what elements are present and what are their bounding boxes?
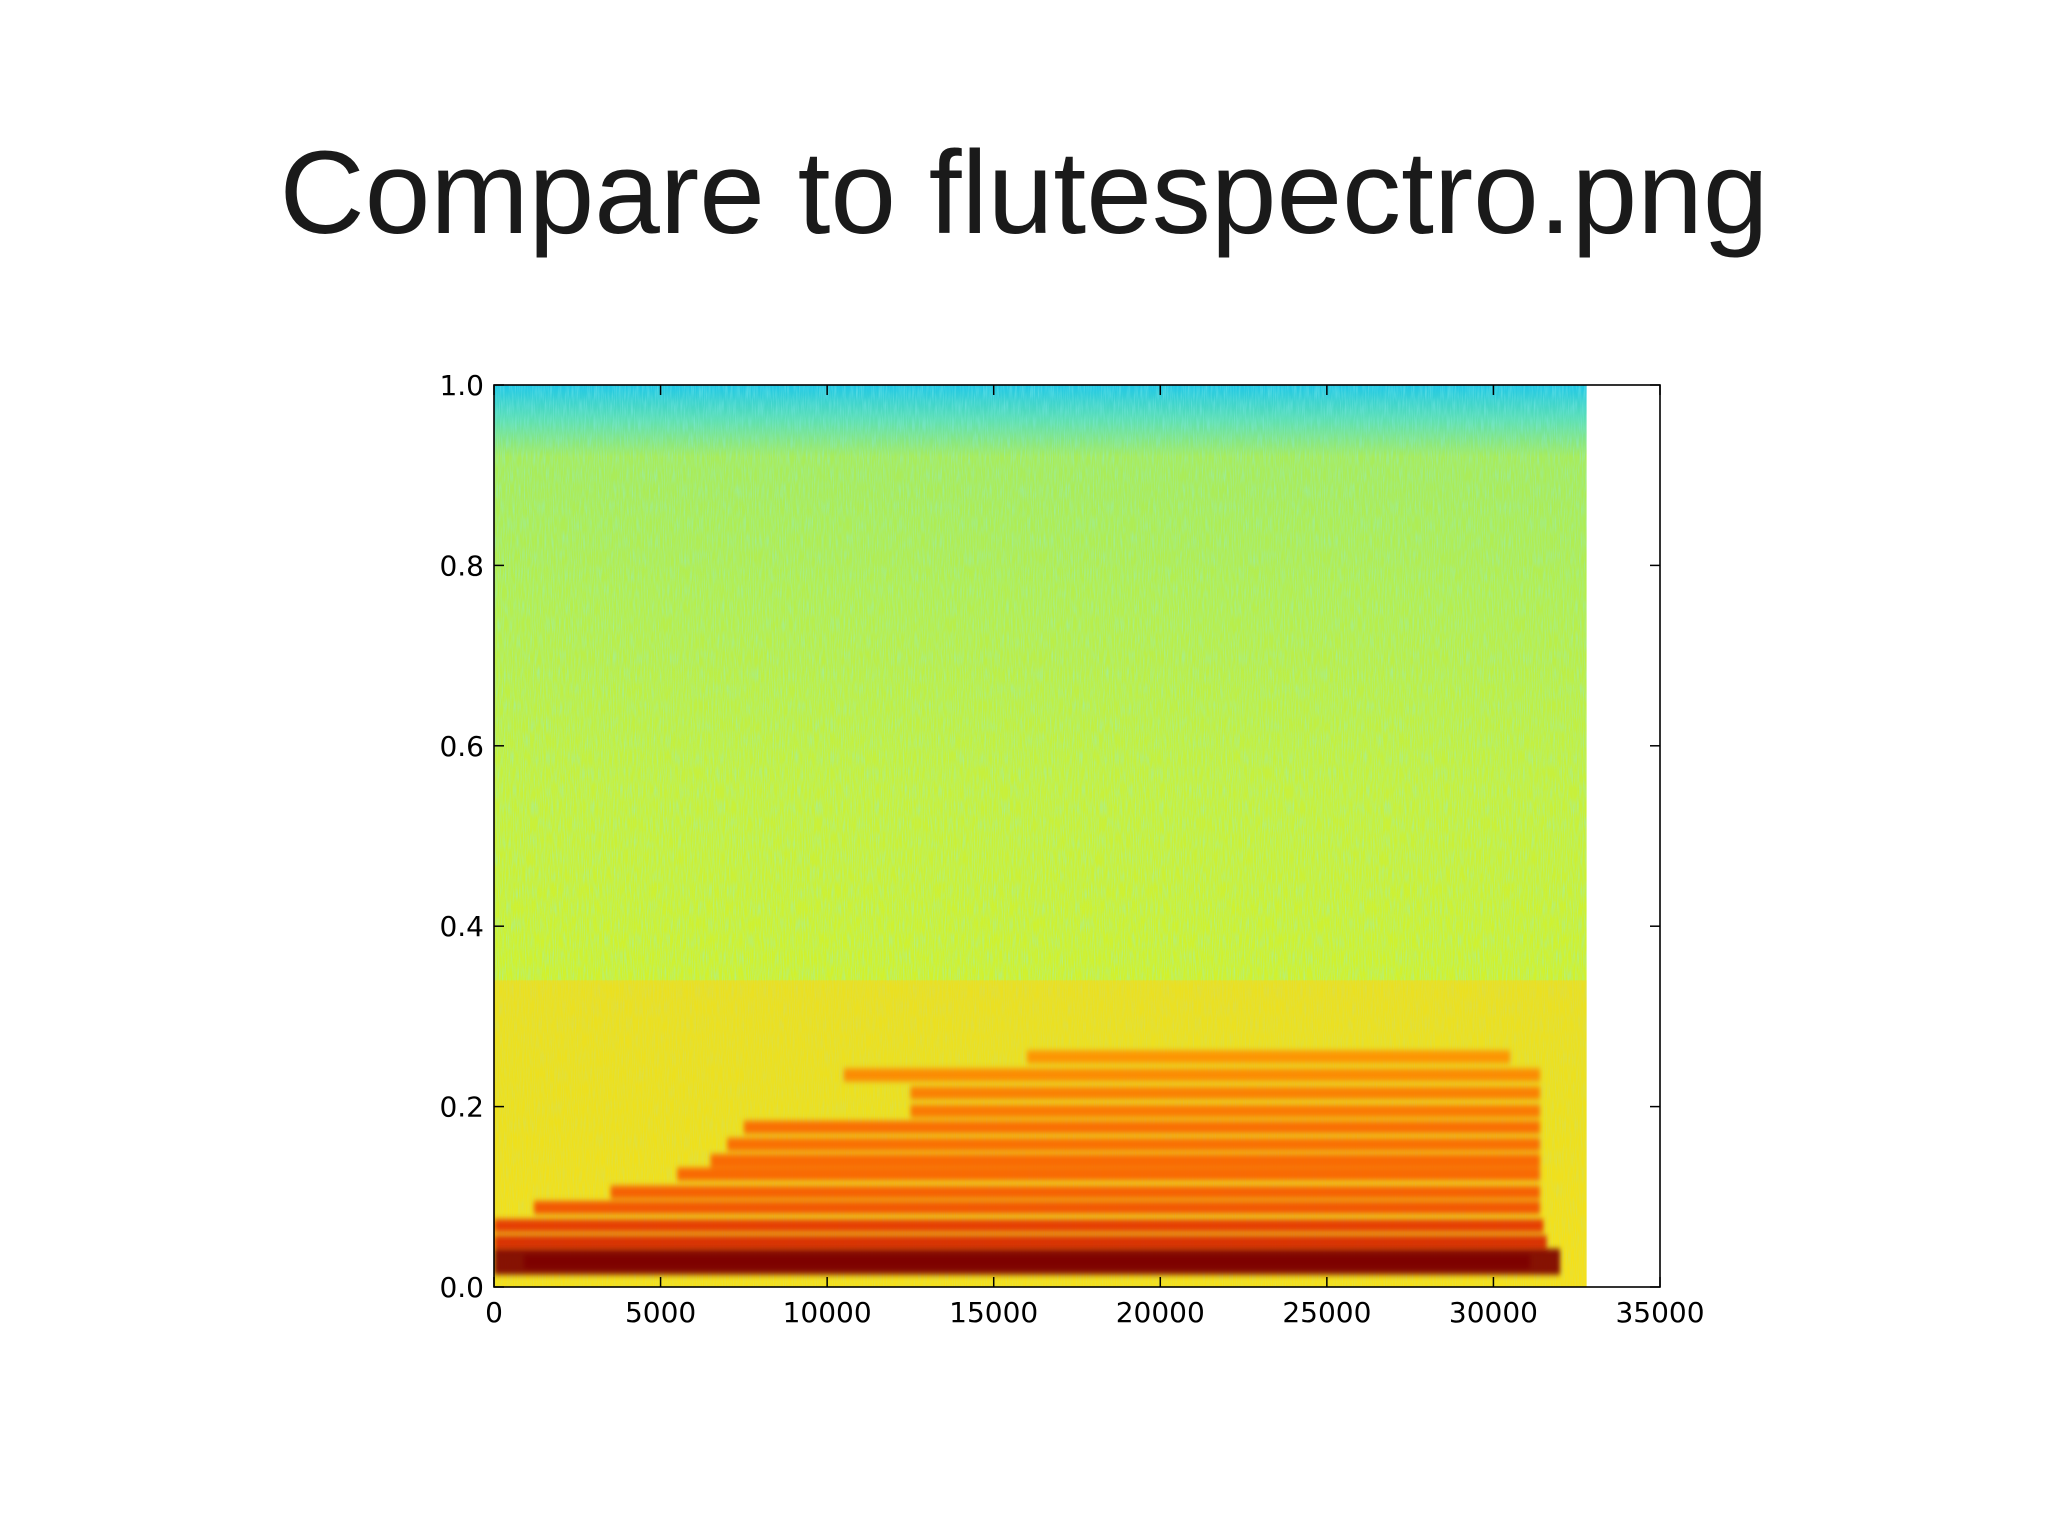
fundamental-band-core — [524, 1254, 1531, 1269]
x-tick-label: 0 — [485, 1296, 503, 1329]
harmonic-band — [910, 1086, 1541, 1100]
spectrogram-image — [494, 385, 1587, 1287]
y-tick-label: 0.0 — [439, 1271, 484, 1304]
y-axis-ticks: 0.0 0.2 0.4 0.6 0.8 1.0 — [439, 369, 1660, 1304]
plot-frame — [493, 384, 1661, 1288]
y-tick-label: 1.0 — [439, 369, 484, 402]
harmonic-band — [1027, 1050, 1511, 1064]
harmonic-band — [494, 1219, 1544, 1233]
y-tick-label: 0.6 — [439, 730, 484, 763]
harmonic-band — [710, 1154, 1541, 1168]
x-tick-label: 30000 — [1449, 1296, 1538, 1329]
harmonic-band — [494, 1235, 1547, 1249]
harmonic-band — [610, 1185, 1541, 1199]
harmonic-band — [727, 1137, 1541, 1151]
x-tick-label: 15000 — [949, 1296, 1038, 1329]
x-tick-label: 20000 — [1116, 1296, 1205, 1329]
harmonic-bands — [494, 1050, 1561, 1275]
x-tick-label: 25000 — [1282, 1296, 1371, 1329]
harmonic-band — [743, 1120, 1541, 1134]
x-tick-label: 35000 — [1615, 1296, 1704, 1329]
harmonic-band — [533, 1201, 1541, 1215]
x-axis-ticks: 0 5000 10000 15000 20000 25000 30000 35000 — [485, 385, 1705, 1329]
harmonic-band — [910, 1104, 1541, 1118]
harmonic-band — [843, 1068, 1541, 1082]
x-tick-label: 10000 — [783, 1296, 872, 1329]
y-tick-label: 0.8 — [439, 549, 484, 582]
x-tick-label: 5000 — [625, 1296, 696, 1329]
y-tick-label: 0.2 — [439, 1091, 484, 1124]
y-tick-label: 0.4 — [439, 910, 484, 943]
harmonic-band — [677, 1167, 1541, 1181]
slide-title: Compare to flutespectro.png — [279, 127, 1769, 259]
